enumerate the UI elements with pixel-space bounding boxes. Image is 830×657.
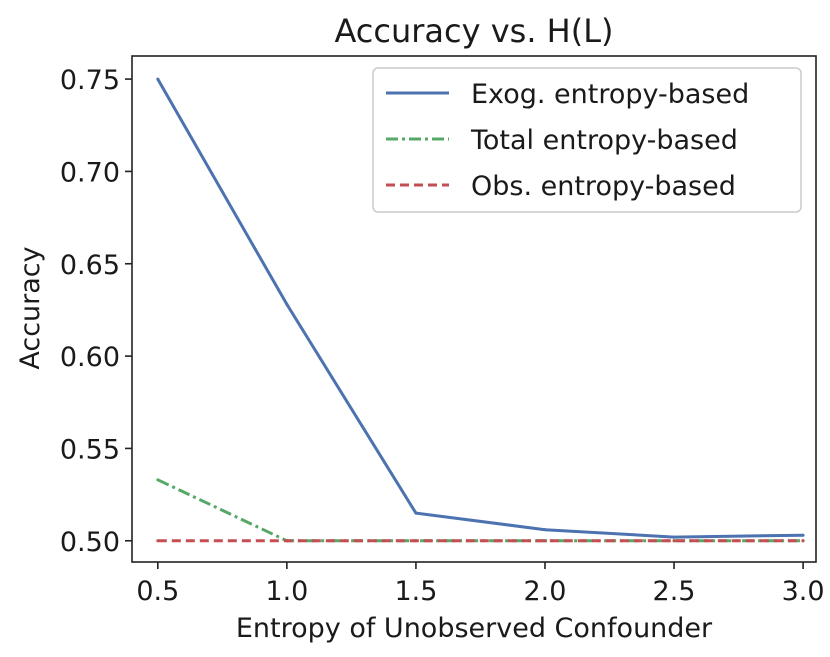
series-1-point-2 — [285, 302, 289, 306]
legend-label-3: Obs. entropy-based — [471, 171, 736, 202]
series-3-point-4 — [543, 539, 547, 543]
x-tick-label-3: 1.5 — [394, 576, 437, 607]
series-3-point-6 — [801, 539, 805, 543]
series-1-point-4 — [543, 528, 547, 532]
x-tick-label-5: 2.5 — [653, 576, 696, 607]
y-tick-label-4: 0.65 — [60, 250, 120, 281]
series-line-1 — [156, 78, 804, 539]
y-tick-label-5: 0.70 — [60, 157, 120, 188]
y-tick-label-2: 0.55 — [60, 434, 120, 465]
series-1-point-6 — [801, 533, 805, 537]
series-1-point-5 — [672, 535, 676, 539]
series-2-point-1 — [156, 478, 160, 482]
y-tick-label-6: 0.75 — [60, 65, 120, 96]
series-1-point-1 — [156, 77, 160, 81]
legend-box — [372, 67, 802, 213]
series-3-point-1 — [156, 539, 160, 543]
plot-area-frame — [131, 55, 817, 563]
x-tick-label-4: 2.0 — [524, 576, 567, 607]
series-3-point-2 — [285, 539, 289, 543]
legend-label-2: Total entropy-based — [470, 125, 738, 156]
series-line-2 — [157, 478, 804, 543]
x-tick-label-6: 3.0 — [782, 576, 825, 607]
y-axis-label: Accuracy — [15, 246, 46, 369]
series-1-point-3 — [414, 511, 418, 515]
ticks-layer: 0.5 1.0 1.5 2.0 2.5 3.0 0.50 0.55 0.60 0.65 0.70 0.… — [60, 65, 825, 607]
x-axis-label: Entropy of Unobserved Confounder — [236, 613, 713, 644]
x-tick-label-2: 1.0 — [265, 576, 308, 607]
legend-entries: Exog. entropy-based Total entropy-based Ob… — [386, 79, 749, 202]
y-tick-label-3: 0.60 — [60, 342, 120, 373]
series-layer — [156, 77, 805, 543]
chart-title: Accuracy vs. H(L) — [334, 12, 613, 50]
series-3-point-3 — [414, 539, 418, 543]
x-tick-label-1: 0.5 — [136, 576, 179, 607]
legend: Exog. entropy-based Total entropy-based Ob… — [372, 67, 802, 213]
y-tick-label-1: 0.50 — [60, 527, 120, 558]
legend-label-1: Exog. entropy-based — [471, 79, 749, 110]
series-3-point-5 — [672, 539, 676, 543]
